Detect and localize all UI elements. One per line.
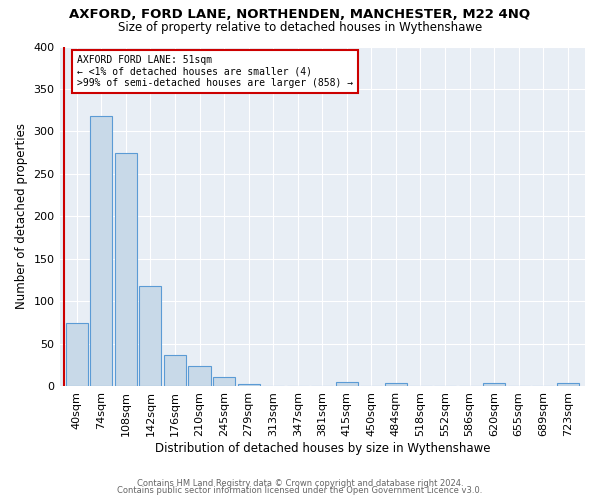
Bar [139, 286, 161, 386]
Bar [90, 116, 112, 386]
Text: Contains HM Land Registry data © Crown copyright and database right 2024.: Contains HM Land Registry data © Crown c… [137, 478, 463, 488]
X-axis label: Distribution of detached houses by size in Wythenshawe: Distribution of detached houses by size … [155, 442, 490, 455]
Bar [188, 366, 211, 386]
Text: AXFORD FORD LANE: 51sqm
← <1% of detached houses are smaller (4)
>99% of semi-de: AXFORD FORD LANE: 51sqm ← <1% of detache… [77, 55, 353, 88]
Bar [213, 377, 235, 386]
Y-axis label: Number of detached properties: Number of detached properties [15, 124, 28, 310]
Bar [164, 355, 186, 386]
Bar [238, 384, 260, 386]
Bar [336, 382, 358, 386]
Bar [115, 152, 137, 386]
Bar [483, 383, 505, 386]
Bar [557, 383, 579, 386]
Text: AXFORD, FORD LANE, NORTHENDEN, MANCHESTER, M22 4NQ: AXFORD, FORD LANE, NORTHENDEN, MANCHESTE… [70, 8, 530, 20]
Bar [65, 322, 88, 386]
Text: Size of property relative to detached houses in Wythenshawe: Size of property relative to detached ho… [118, 21, 482, 34]
Text: Contains public sector information licensed under the Open Government Licence v3: Contains public sector information licen… [118, 486, 482, 495]
Bar [385, 383, 407, 386]
